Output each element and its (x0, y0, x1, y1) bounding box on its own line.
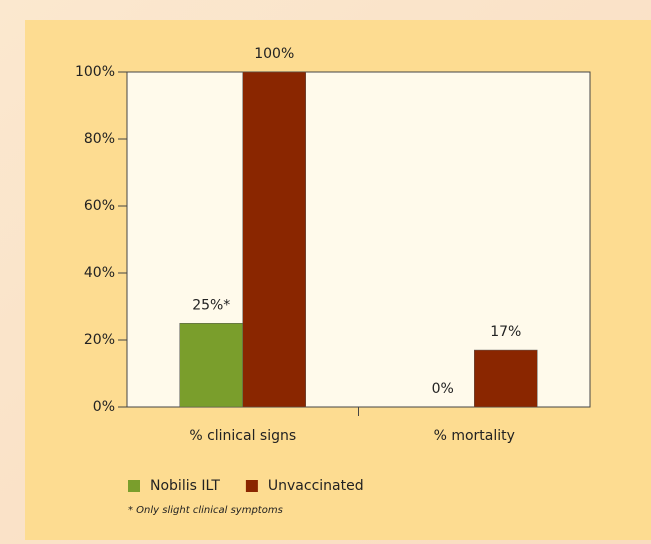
x-tick-label: % mortality (434, 428, 515, 444)
y-tick-label: 0% (93, 399, 115, 415)
y-tick-label: 40% (84, 265, 115, 281)
legend-swatch (245, 480, 258, 492)
bar (474, 349, 538, 408)
bar (242, 71, 306, 408)
legend-swatch (128, 480, 140, 492)
value-label: 17% (490, 324, 521, 340)
x-tick-label: % clinical signs (189, 428, 296, 444)
bar (179, 323, 243, 408)
y-tick-label: 20% (84, 332, 115, 348)
y-tick-label: 60% (84, 198, 115, 214)
y-tick-label: 80% (84, 131, 115, 147)
value-label: 25%* (192, 297, 230, 313)
legend-label: Nobilis ILT (150, 478, 220, 494)
value-label: 0% (432, 381, 454, 397)
footnote: * Only slight clinical symptoms (128, 505, 283, 516)
y-tick-label: 100% (75, 64, 115, 80)
value-label: 100% (254, 46, 294, 62)
legend-label: Unvaccinated (268, 478, 364, 494)
